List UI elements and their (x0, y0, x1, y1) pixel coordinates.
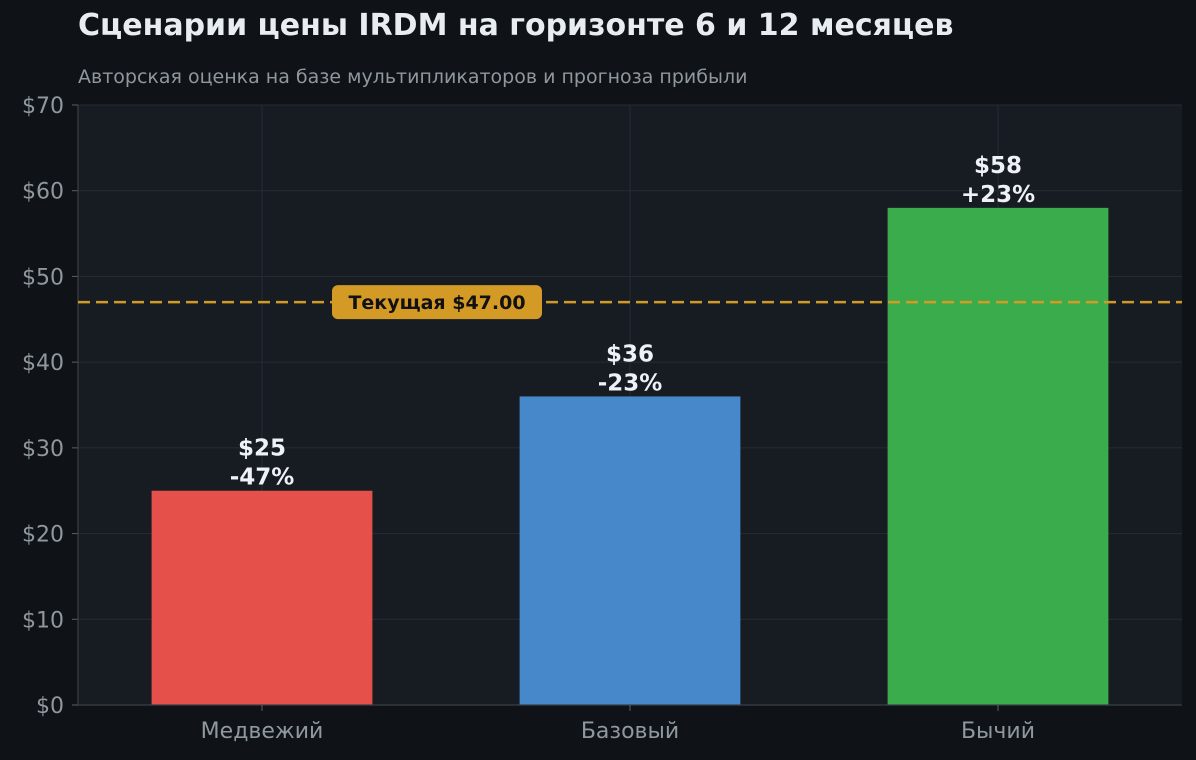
chart-title: Сценарии цены IRDM на горизонте 6 и 12 м… (78, 8, 954, 43)
y-tick-label: $10 (22, 608, 64, 633)
y-tick-label: $30 (22, 437, 64, 462)
x-tick-label: Бычий (961, 719, 1035, 744)
bar-value-label: $58 (974, 153, 1022, 179)
y-tick-label: $20 (22, 523, 64, 548)
current-price-label-box (332, 285, 542, 320)
chart-subtitle: Авторская оценка на базе мультипликаторо… (78, 66, 748, 88)
bar-change-label: -47% (230, 465, 295, 491)
current-price-line: Текущая $47.00 (78, 285, 1182, 320)
data-labels: $25 -47% $36 -23% $58 +23% (230, 153, 1035, 491)
x-tick-label: Базовый (581, 719, 679, 744)
current-price-label: Текущая $47.00 (348, 292, 525, 314)
x-tick-label: Медвежий (201, 719, 324, 744)
bar (887, 207, 1109, 705)
axes: $0 $10 $20 $30 $40 $50 $60 $70 Медвежий Базовый Бы… (22, 94, 1182, 744)
bar (519, 396, 741, 705)
bars (151, 207, 1109, 705)
y-tick-label: $70 (22, 94, 64, 119)
y-tick-label: $50 (22, 265, 64, 290)
y-tick-label: $40 (22, 351, 64, 376)
y-tick-label: $60 (22, 180, 64, 205)
bar-value-label: $36 (606, 341, 654, 367)
bar-change-label: -23% (598, 370, 663, 396)
bar-value-label: $25 (238, 436, 286, 462)
bar-change-label: +23% (961, 182, 1035, 208)
bar (151, 490, 373, 705)
y-tick-label: $0 (36, 694, 64, 719)
